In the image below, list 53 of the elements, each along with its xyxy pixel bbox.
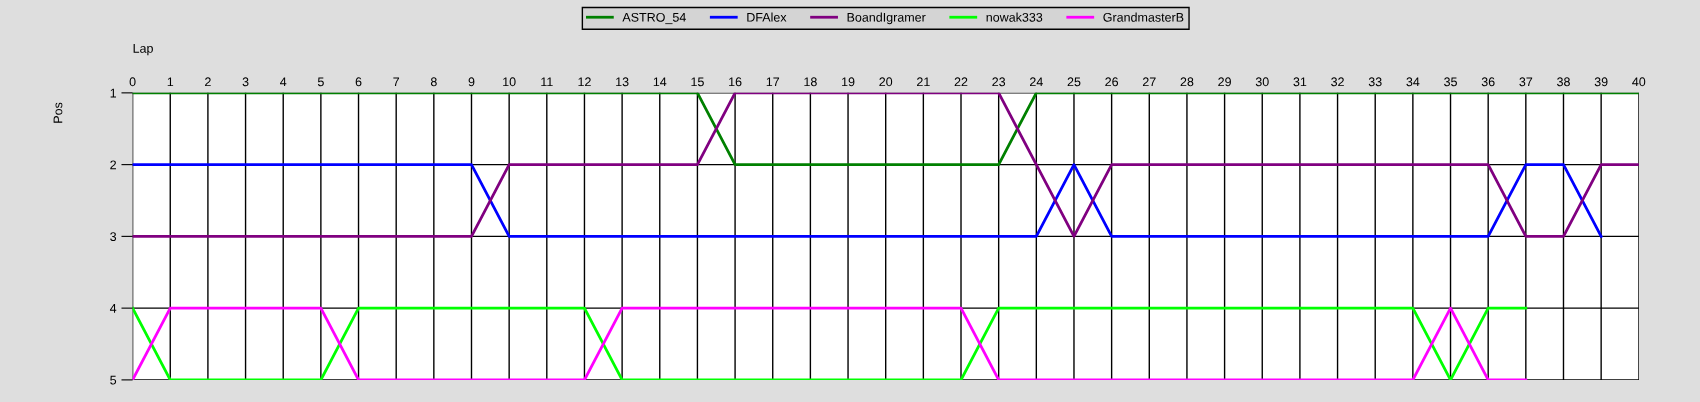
x-tick-label: 36	[1481, 77, 1495, 87]
x-tick-label: 18	[804, 77, 817, 87]
x-tick-label: 22	[954, 77, 968, 87]
x-tick-label: 1	[167, 77, 174, 87]
x-tick-label: 7	[393, 77, 400, 87]
x-tick-label: 31	[1293, 77, 1307, 87]
y-axis-title: Pos	[53, 102, 63, 123]
x-tick-label: 24	[1030, 77, 1043, 87]
x-tick-label: 11	[541, 77, 553, 87]
legend-label: GrandmasterB	[1103, 12, 1184, 22]
x-tick-label: 27	[1142, 77, 1156, 87]
x-tick-label: 21	[917, 77, 930, 87]
x-tick-label: 39	[1594, 77, 1608, 87]
x-tick-label: 8	[430, 77, 437, 87]
y-tick-label: 4	[109, 304, 117, 313]
y-tick-label: 1	[110, 88, 117, 98]
x-tick-label: 4	[280, 77, 287, 87]
y-tick-label: 2	[110, 160, 116, 170]
x-tick-label: 30	[1255, 77, 1269, 87]
x-tick-label: 40	[1632, 77, 1646, 87]
x-tick-label: 33	[1368, 77, 1382, 87]
x-tick-label: 5	[317, 77, 324, 87]
x-tick-label: 34	[1406, 77, 1420, 87]
x-tick-label: 16	[729, 77, 742, 87]
x-tick-label: 3	[242, 77, 249, 87]
x-tick-label: 9	[468, 77, 475, 87]
legend-label: DFAlex	[747, 12, 787, 22]
x-tick-label: 32	[1331, 77, 1344, 87]
x-tick-label: 29	[1218, 77, 1231, 87]
x-tick-label: 20	[879, 77, 893, 87]
x-tick-label: 25	[1067, 77, 1081, 87]
x-tick-label: 2	[205, 77, 211, 87]
y-tick-label: 5	[110, 375, 117, 385]
x-axis-title: Lap	[133, 44, 153, 56]
x-tick-label: 35	[1444, 77, 1457, 87]
x-tick-label: 38	[1557, 77, 1570, 87]
legend-label: BoandIgramer	[847, 12, 926, 25]
x-tick-label: 14	[653, 77, 667, 87]
x-tick-label: 10	[503, 77, 516, 87]
x-tick-label: 12	[578, 77, 591, 87]
x-tick-label: 0	[129, 77, 136, 87]
x-tick-label: 23	[992, 77, 1006, 87]
x-tick-label: 26	[1105, 77, 1119, 87]
x-tick-label: 37	[1519, 77, 1533, 87]
x-tick-label: 17	[766, 77, 780, 87]
x-tick-label: 28	[1180, 77, 1194, 87]
legend-label: ASTRO_54	[622, 12, 686, 25]
x-tick-label: 15	[691, 77, 704, 87]
x-tick-label: 19	[842, 77, 855, 87]
x-tick-label: 13	[616, 77, 629, 87]
legend-label: nowak333	[986, 12, 1043, 22]
y-tick-label: 3	[110, 232, 117, 242]
x-tick-label: 6	[355, 77, 362, 87]
